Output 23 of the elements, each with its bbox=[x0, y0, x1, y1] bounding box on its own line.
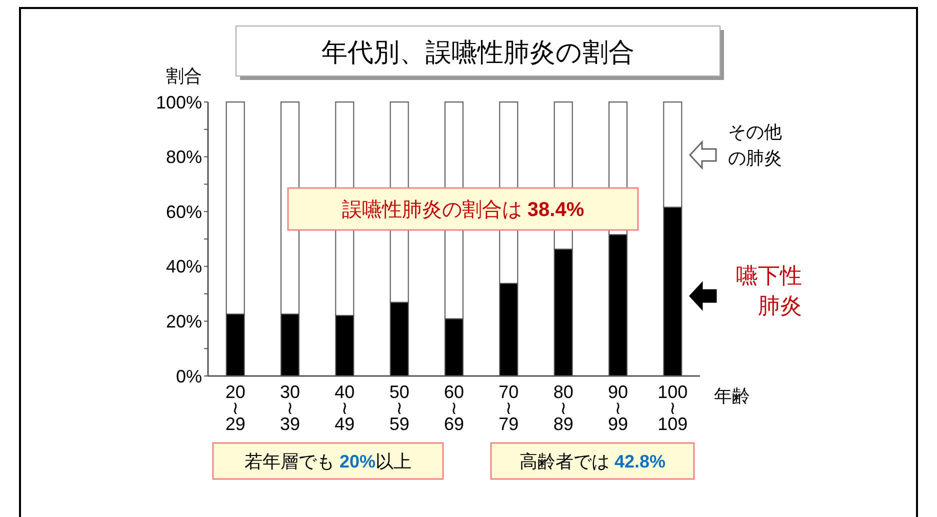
x-tick-label: 70 ≀ 79 bbox=[498, 382, 519, 434]
y-axis-title: 割合 bbox=[166, 66, 202, 86]
text: その他の肺炎 bbox=[728, 122, 782, 168]
y-tick-label: 60% bbox=[166, 202, 202, 222]
y-tick-label: 100% bbox=[156, 92, 202, 112]
x-tick-label: 80 ≀ 89 bbox=[553, 382, 574, 434]
y-tick-label: 0% bbox=[176, 366, 202, 386]
x-tick-label: 60 ≀ 69 bbox=[444, 382, 464, 434]
x-tick-label: 90 ≀ 99 bbox=[608, 382, 628, 434]
x-tick-label: 30 ≀ 39 bbox=[280, 382, 300, 434]
y-tick-label: 40% bbox=[166, 256, 202, 277]
text: 若年層でも 20%以上 bbox=[244, 451, 412, 472]
text: 高齢者では 42.8% bbox=[519, 451, 666, 472]
annotation: 誤嚥性肺炎の割合は 38.4% bbox=[342, 199, 584, 221]
x-tick-label: 100 ≀ 109 bbox=[658, 382, 688, 434]
y-tick-label: 20% bbox=[166, 312, 202, 332]
y-tick-label: 80% bbox=[166, 147, 202, 168]
x-axis-title: 年齢 bbox=[714, 386, 750, 406]
x-tick-label: 50 ≀ 59 bbox=[389, 382, 410, 434]
legend-label: 嚥下性肺炎 bbox=[736, 263, 802, 318]
x-tick-label: 20 ≀ 29 bbox=[225, 382, 246, 434]
chart-title: 年代別、誤嚥性肺炎の割合 bbox=[322, 37, 634, 67]
x-tick-label: 40 ≀ 49 bbox=[334, 382, 355, 434]
